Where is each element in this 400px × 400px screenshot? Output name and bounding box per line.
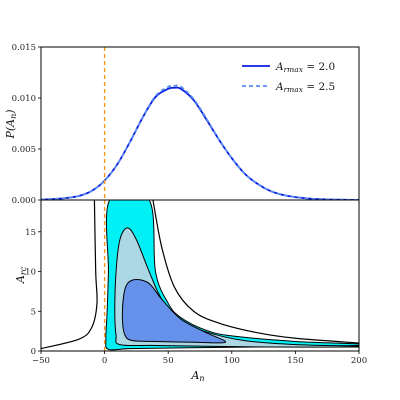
contour-panel xyxy=(41,200,359,351)
legend-label-armax-2-0: Armax = 2.0 xyxy=(275,61,335,74)
contour-boundary-left-curve xyxy=(41,200,98,350)
series-line-armax-2-5 xyxy=(41,84,359,200)
bottom-x-tick-label: 50 xyxy=(163,356,174,366)
contour-inner-region xyxy=(121,278,227,344)
top-y-tick-label: 0.010 xyxy=(12,94,36,104)
distribution-panel xyxy=(41,47,359,200)
bottom-y-tick-label: 0 xyxy=(31,347,36,357)
top-y-axis-label: P(An) xyxy=(4,109,18,139)
bottom-x-tick-label: 0 xyxy=(102,356,107,366)
x-axis-label: An xyxy=(190,369,204,383)
bottom-x-tick-label: 200 xyxy=(351,356,367,366)
top-y-tick-label: 0.015 xyxy=(12,43,36,53)
bottom-x-tick-label: 100 xyxy=(224,356,240,366)
bottom-y-axis-label: Arc xyxy=(14,266,28,284)
contour-boundary-right-curve xyxy=(152,200,359,344)
top-y-tick-label: 0.005 xyxy=(12,145,36,155)
top-y-tick-label: 0.000 xyxy=(12,196,36,206)
bottom-x-tick-label: 150 xyxy=(287,356,303,366)
top-y-ticks: 0.000 0.005 0.010 0.015 xyxy=(12,43,41,206)
legend: Armax = 2.0 Armax = 2.5 xyxy=(242,61,335,94)
legend-label-armax-2-5: Armax = 2.5 xyxy=(275,81,335,94)
bottom-x-ticks: −50 0 50 100 150 200 xyxy=(32,351,367,366)
bottom-y-tick-label: 10 xyxy=(25,268,36,278)
bottom-y-ticks: 0 5 10 15 xyxy=(25,228,41,357)
bottom-y-tick-label: 5 xyxy=(31,307,36,317)
bottom-x-tick-label: −50 xyxy=(32,356,50,366)
bottom-axes-frame xyxy=(40,199,360,352)
bottom-y-tick-label: 15 xyxy=(25,228,36,238)
series-line-armax-2-0 xyxy=(41,86,359,200)
